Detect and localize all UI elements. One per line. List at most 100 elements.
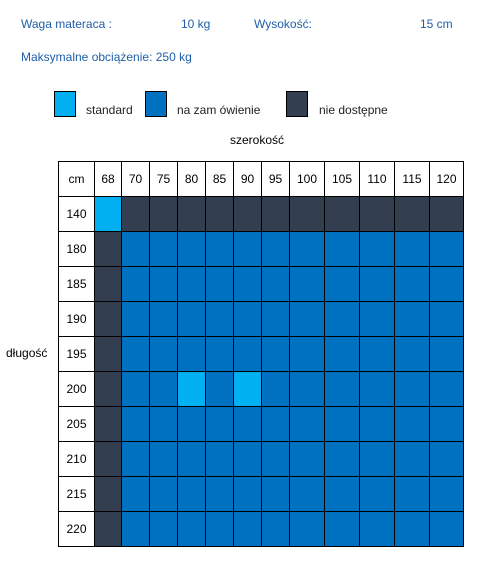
- width-header: 110: [359, 161, 395, 197]
- width-header: 105: [324, 161, 360, 197]
- length-header: 185: [58, 266, 95, 302]
- size-cell-on-order: [324, 231, 360, 267]
- size-cell-on-order: [289, 231, 325, 267]
- size-cell-on-order: [394, 371, 430, 407]
- size-cell-on-order: [359, 511, 395, 547]
- table-row: 210: [58, 441, 464, 477]
- table-row: 220: [58, 511, 464, 547]
- size-cell-on-order: [429, 266, 464, 302]
- size-cell-on-order: [429, 476, 464, 512]
- size-cell-on-order: [121, 301, 150, 337]
- width-header: 68: [94, 161, 122, 197]
- size-cell-on-order: [324, 476, 360, 512]
- size-cell-on-order: [121, 231, 150, 267]
- size-cell-on-order: [394, 441, 430, 477]
- size-cell-on-order: [149, 371, 178, 407]
- size-cell-on-order: [205, 511, 234, 547]
- size-cell-on-order: [261, 441, 290, 477]
- size-cell-on-order: [121, 441, 150, 477]
- size-cell-on-order: [177, 476, 206, 512]
- length-header: 220: [58, 511, 95, 547]
- size-cell-on-order: [121, 266, 150, 302]
- size-cell-unavailable: [94, 511, 122, 547]
- size-cell-on-order: [324, 301, 360, 337]
- size-cell-on-order: [177, 301, 206, 337]
- size-cell-on-order: [149, 511, 178, 547]
- table-row: 200: [58, 371, 464, 407]
- size-cell-unavailable: [359, 196, 395, 232]
- legend-swatch-unavailable: [286, 91, 308, 117]
- size-cell-unavailable: [94, 406, 122, 442]
- size-cell-unavailable: [94, 336, 122, 372]
- size-cell-on-order: [289, 336, 325, 372]
- size-cell-on-order: [149, 406, 178, 442]
- length-header: 180: [58, 231, 95, 267]
- size-cell-on-order: [394, 336, 430, 372]
- size-cell-on-order: [394, 406, 430, 442]
- size-cell-on-order: [359, 476, 395, 512]
- size-availability-table: cm 68 70 75 80 85 90 95 100 105 110 115 …: [58, 161, 464, 547]
- size-cell-on-order: [359, 336, 395, 372]
- width-header: 95: [261, 161, 290, 197]
- width-header: 120: [429, 161, 464, 197]
- size-cell-on-order: [205, 476, 234, 512]
- size-cell-unavailable: [394, 196, 430, 232]
- width-header: 100: [289, 161, 325, 197]
- width-header: 85: [205, 161, 234, 197]
- width-header: 70: [121, 161, 150, 197]
- table-row: 205: [58, 406, 464, 442]
- size-cell-on-order: [121, 511, 150, 547]
- size-cell-unavailable: [94, 476, 122, 512]
- max-load-text: Maksymalne obciążenie: 250 kg: [21, 50, 192, 64]
- size-cell-on-order: [289, 476, 325, 512]
- size-cell-on-order: [429, 511, 464, 547]
- size-cell-on-order: [359, 406, 395, 442]
- size-cell-on-order: [429, 336, 464, 372]
- size-cell-on-order: [121, 371, 150, 407]
- length-header: 200: [58, 371, 95, 407]
- table-row: 185: [58, 266, 464, 302]
- width-header-row: cm 68 70 75 80 85 90 95 100 105 110 115 …: [58, 161, 464, 197]
- size-cell-on-order: [289, 266, 325, 302]
- grid-body: 140 180 185 190 195 200 205 210 215 220: [58, 196, 464, 547]
- size-cell-unavailable: [94, 441, 122, 477]
- corner-unit-label: cm: [58, 161, 95, 197]
- length-header: 210: [58, 441, 95, 477]
- size-cell-on-order: [149, 231, 178, 267]
- size-cell-unavailable: [94, 266, 122, 302]
- legend-label-on-order: na zam ówienie: [177, 103, 261, 117]
- size-cell-on-order: [205, 301, 234, 337]
- size-cell-unavailable: [233, 196, 262, 232]
- size-cell-on-order: [324, 511, 360, 547]
- size-cell-standard: [233, 371, 262, 407]
- length-header: 215: [58, 476, 95, 512]
- size-cell-on-order: [394, 301, 430, 337]
- size-cell-on-order: [324, 266, 360, 302]
- size-cell-on-order: [289, 406, 325, 442]
- size-cell-on-order: [429, 301, 464, 337]
- size-cell-on-order: [359, 441, 395, 477]
- size-cell-on-order: [394, 511, 430, 547]
- size-cell-on-order: [233, 511, 262, 547]
- size-cell-on-order: [121, 336, 150, 372]
- size-cell-on-order: [359, 301, 395, 337]
- size-cell-on-order: [205, 441, 234, 477]
- size-cell-on-order: [233, 301, 262, 337]
- table-row: 180: [58, 231, 464, 267]
- height-label: Wysokość:: [254, 17, 312, 31]
- legend-label-unavailable: nie dostępne: [319, 103, 388, 117]
- size-cell-unavailable: [149, 196, 178, 232]
- size-cell-on-order: [233, 266, 262, 302]
- weight-value: 10 kg: [181, 17, 211, 31]
- size-cell-on-order: [429, 406, 464, 442]
- size-cell-on-order: [205, 266, 234, 302]
- table-row: 140: [58, 196, 464, 232]
- size-cell-unavailable: [205, 196, 234, 232]
- size-cell-unavailable: [121, 196, 150, 232]
- size-cell-on-order: [289, 511, 325, 547]
- size-cell-on-order: [394, 266, 430, 302]
- length-header: 190: [58, 301, 95, 337]
- size-cell-on-order: [233, 441, 262, 477]
- legend-label-standard: standard: [86, 103, 133, 117]
- size-cell-standard: [94, 196, 122, 232]
